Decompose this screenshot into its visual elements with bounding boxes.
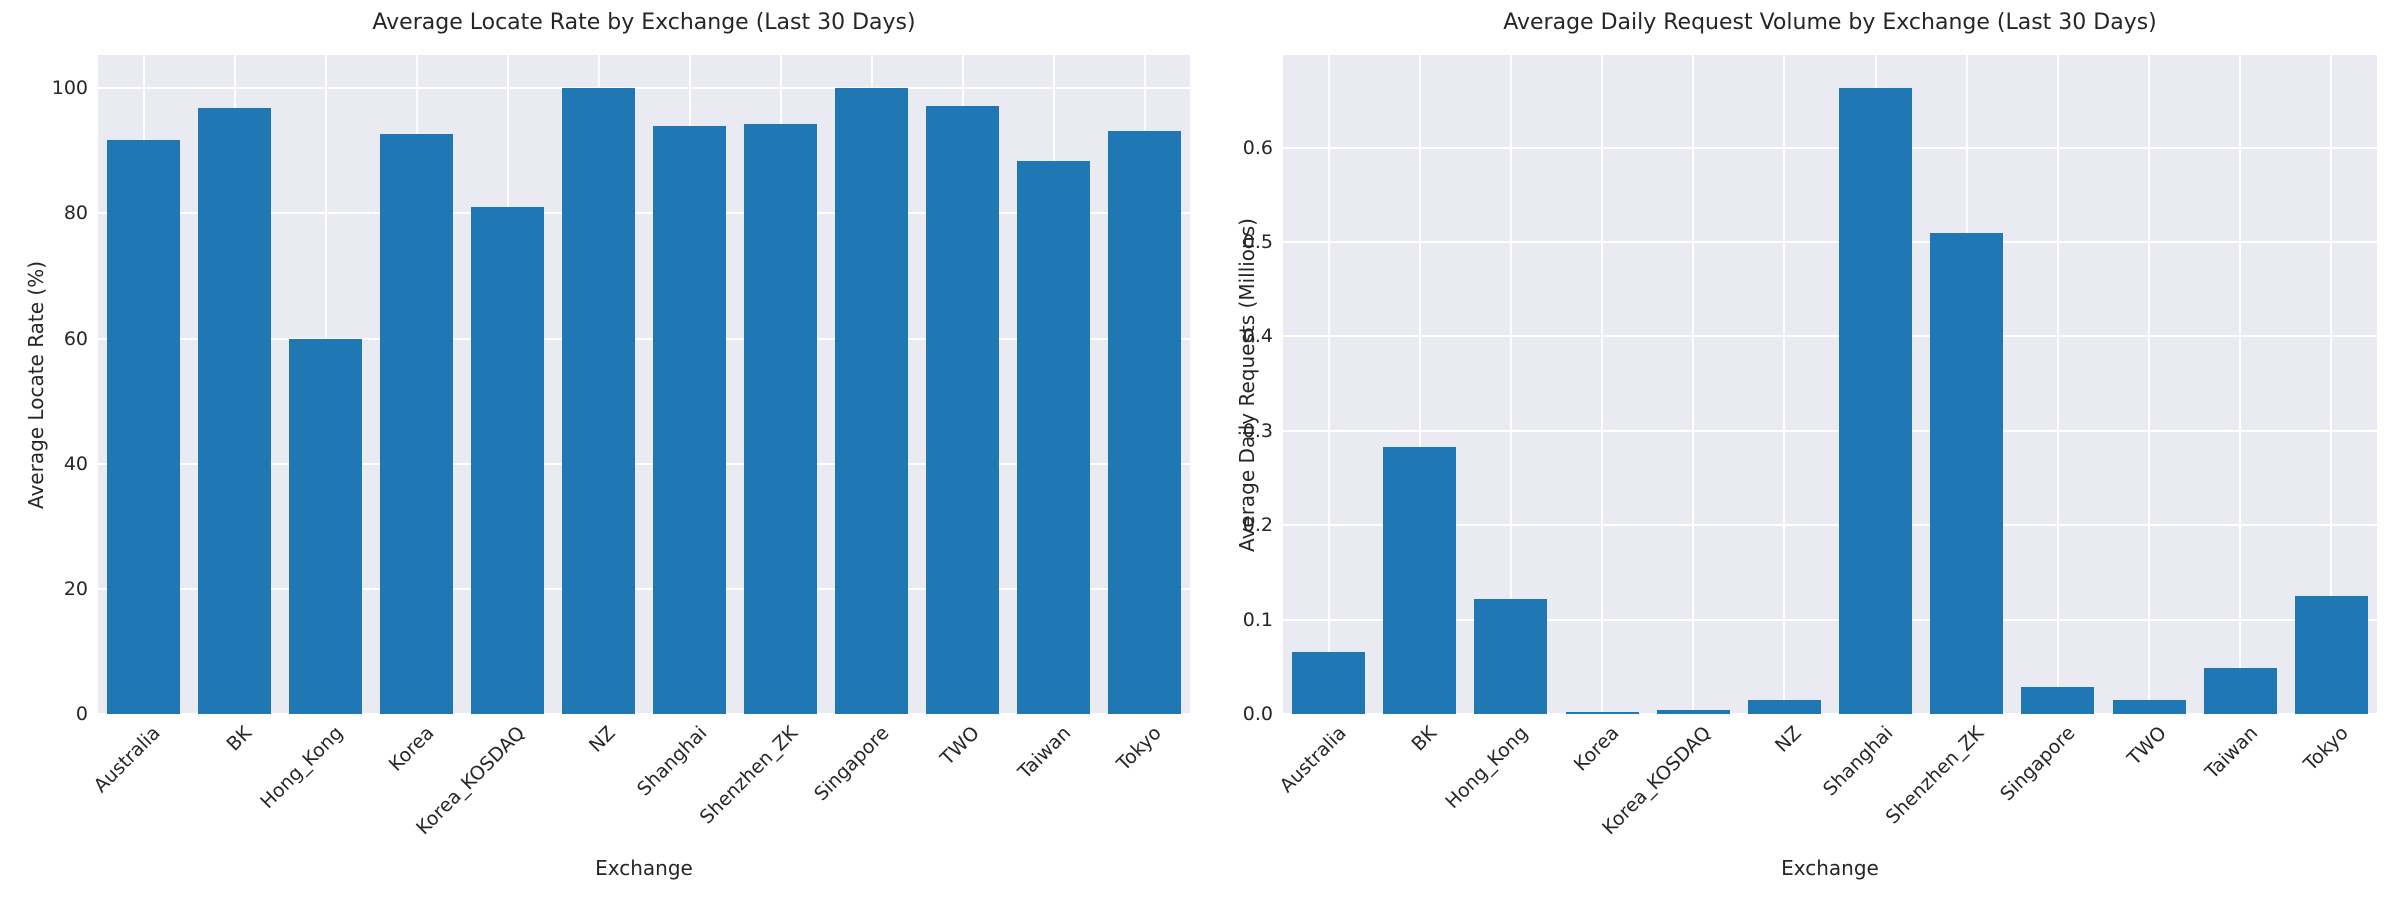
y-tick-label: 0.3	[1242, 419, 1273, 442]
y-tick-label: 80	[63, 202, 88, 225]
bar-Shanghai	[653, 126, 726, 714]
bar-Singapore	[2021, 686, 2095, 714]
y-gridline	[1283, 429, 2377, 432]
bar-BK	[198, 108, 271, 714]
bar-Shanghai	[1839, 88, 1913, 714]
x-axis-label: Exchange	[1781, 856, 1879, 880]
bar-Korea_KOSDAQ	[1656, 710, 1730, 714]
y-gridline	[1283, 713, 2377, 715]
y-tick-label: 0.0	[1242, 703, 1273, 725]
y-tick-label: 0	[75, 703, 88, 725]
x-axis-label: Exchange	[595, 856, 693, 880]
y-tick-label: 0.2	[1242, 514, 1273, 537]
plot-area	[98, 55, 1190, 715]
x-tick-label: Australia	[90, 722, 166, 797]
x-gridline	[2239, 55, 2242, 714]
bar-Australia	[1292, 651, 1366, 714]
x-gridline	[1601, 55, 1604, 714]
x-gridline	[1783, 55, 1786, 714]
x-tick-label: BK	[222, 722, 257, 756]
bar-Taiwan	[2203, 667, 2277, 714]
bar-Tokyo	[1108, 131, 1181, 714]
y-tick-label: 40	[63, 452, 88, 475]
chart-title: Average Daily Request Volume by Exchange…	[1503, 10, 2157, 35]
y-gridline	[1283, 335, 2377, 338]
x-tick-label: Taiwan	[1013, 722, 1076, 784]
chart-title: Average Locate Rate by Exchange (Last 30…	[372, 10, 916, 35]
x-tick-label: BK	[1407, 722, 1442, 756]
x-gridline	[1692, 55, 1695, 714]
x-tick-label: Tokyo	[1112, 722, 1167, 776]
plot-area	[1283, 55, 2377, 715]
x-tick-label: TWO	[936, 722, 985, 770]
x-tick-label: Australia	[1275, 722, 1351, 797]
x-tick-label: Singapore	[1996, 722, 2080, 806]
y-gridline	[1283, 524, 2377, 527]
bar-Hong_Kong	[1474, 598, 1548, 714]
y-gridline	[98, 462, 1190, 465]
y-gridline	[1283, 146, 2377, 149]
y-gridline	[1283, 240, 2377, 243]
y-tick-label: 0.4	[1242, 325, 1273, 348]
x-tick-label: NZ	[585, 722, 621, 757]
bar-Shenzhen_ZK	[744, 124, 817, 714]
bar-TWO	[2112, 699, 2186, 714]
bar-Taiwan	[1017, 160, 1090, 714]
x-tick-label: Hong_Kong	[1441, 722, 1533, 814]
bar-Korea_KOSDAQ	[471, 207, 544, 714]
x-tick-label: Shenzhen_ZK	[1881, 722, 1989, 829]
y-tick-label: 100	[51, 77, 88, 100]
bar-NZ	[1747, 699, 1821, 714]
x-tick-label: Shenzhen_ZK	[695, 722, 803, 829]
bar-Korea	[1565, 712, 1639, 714]
bar-Australia	[107, 139, 180, 714]
x-tick-label: Hong_Kong	[256, 722, 348, 814]
bar-Shenzhen_ZK	[1930, 232, 2004, 714]
bar-Tokyo	[2294, 595, 2368, 714]
bar-TWO	[926, 106, 999, 714]
x-gridline	[1509, 55, 1512, 714]
y-gridline	[98, 212, 1190, 215]
x-tick-label: Taiwan	[2200, 722, 2262, 784]
y-axis-label: Average Locate Rate (%)	[24, 260, 48, 510]
x-gridline	[1418, 55, 1421, 714]
y-tick-label: 60	[63, 327, 88, 350]
bar-Hong_Kong	[289, 338, 362, 714]
x-tick-label: Korea	[384, 722, 439, 776]
y-gridline	[98, 713, 1190, 715]
y-gridline	[98, 337, 1190, 340]
x-gridline	[2330, 55, 2333, 714]
bar-BK	[1383, 446, 1457, 714]
y-gridline	[98, 87, 1190, 90]
x-tick-label: Tokyo	[2299, 722, 2353, 776]
x-tick-label: Shanghai	[632, 722, 712, 801]
bar-NZ	[562, 88, 635, 714]
x-gridline	[2056, 55, 2059, 714]
x-tick-label: Korea	[1569, 722, 1624, 776]
y-gridline	[1283, 618, 2377, 621]
x-gridline	[1327, 55, 1330, 714]
y-axis-label: Average Daily Requests (Millions)	[1235, 218, 1259, 552]
x-tick-label: TWO	[2123, 722, 2171, 770]
y-gridline	[98, 587, 1190, 590]
x-tick-label: Singapore	[809, 722, 894, 806]
y-tick-label: 20	[63, 577, 88, 600]
bar-Korea	[380, 134, 453, 714]
x-tick-label: NZ	[1771, 722, 1806, 757]
bar-Singapore	[835, 88, 908, 714]
y-tick-label: 0.1	[1242, 608, 1273, 631]
x-gridline	[2148, 55, 2151, 714]
y-tick-label: 0.5	[1242, 230, 1273, 253]
x-tick-label: Shanghai	[1818, 722, 1898, 801]
y-tick-label: 0.6	[1242, 136, 1273, 159]
